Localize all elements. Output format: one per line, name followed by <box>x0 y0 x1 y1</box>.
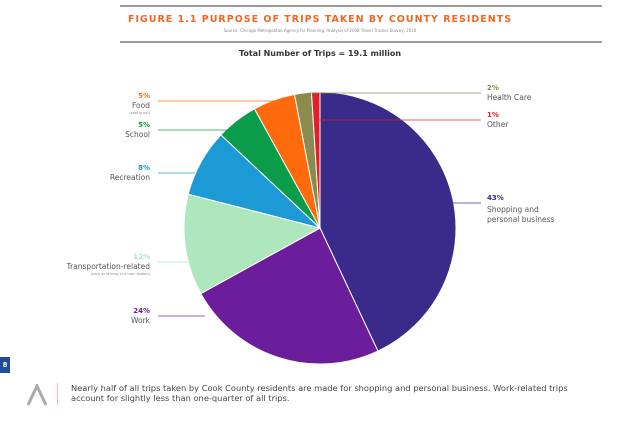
slice-label-other: 1%Other <box>318 111 509 129</box>
slice-sublabel: (eating out) <box>129 111 150 115</box>
slice-name: Transportation-related <box>66 262 151 271</box>
slice-label-transportation-related: 12%Transportation-related(such as drivin… <box>66 253 190 276</box>
chart-title: Total Number of Trips = 19.1 million <box>238 49 402 58</box>
slice-label-work: 24%Work <box>131 307 205 325</box>
slice-name: Other <box>487 120 509 129</box>
title-rule <box>120 41 602 43</box>
figure-title: FIGURE 1.1 PURPOSE OF TRIPS TAKEN BY COU… <box>127 14 513 25</box>
slice-label-health-care: 2%Health Care <box>308 84 532 102</box>
slice-name: Shopping and <box>487 205 539 214</box>
slice-name: School <box>125 130 150 139</box>
pie-slice-transportation-related <box>183 193 322 295</box>
pie-slice-other <box>310 91 321 229</box>
slice-percent: 12% <box>133 253 150 261</box>
slice-percent: 2% <box>487 84 499 92</box>
top-rule <box>120 5 602 7</box>
page-number: 8 <box>0 357 10 373</box>
slice-percent: 8% <box>138 164 150 172</box>
slice-label-food: 5%Food(eating out) <box>129 92 275 115</box>
slice-name: Recreation <box>110 173 150 182</box>
slice-sublabel: (such as driving to a train station) <box>90 272 150 276</box>
slice-percent: 5% <box>138 121 150 129</box>
slice-name: personal business <box>487 215 555 224</box>
slice-percent: 24% <box>133 307 150 315</box>
slice-name: Food <box>132 101 150 110</box>
caption: Nearly half of all trips taken by Cook C… <box>71 383 568 403</box>
figure-source: Source: Chicago Metropolitan Agency for … <box>223 28 417 33</box>
logo-icon <box>26 384 48 406</box>
pie-slice-shopping-and-personal-business <box>319 91 457 352</box>
slice-percent: 5% <box>138 92 150 100</box>
slice-percent: 1% <box>487 111 499 119</box>
slice-label-school: 5%School <box>125 121 235 139</box>
pie-slice-work <box>200 227 379 365</box>
caption-divider <box>57 383 58 405</box>
slice-name: Work <box>131 316 151 325</box>
slice-name: Health Care <box>487 93 532 102</box>
slice-percent: 43% <box>487 194 504 202</box>
slice-label-recreation: 8%Recreation <box>110 164 195 182</box>
